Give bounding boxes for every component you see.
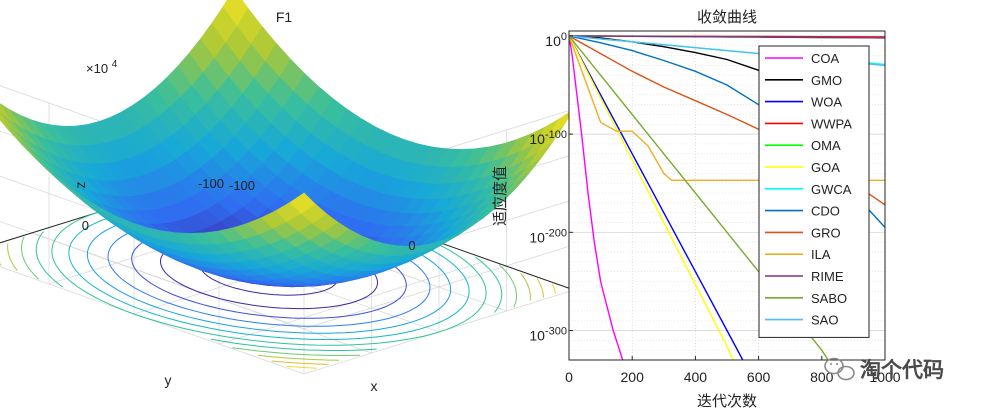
y-tick-base: 10 [529, 229, 545, 245]
y-axis-label-fitness: 适应度值 [491, 166, 509, 226]
legend-label-coa: COA [811, 51, 840, 66]
legend-label-sao: SAO [811, 313, 838, 328]
y-tick-label: 10-300 [529, 326, 567, 344]
x-tick-label: 600 [747, 369, 771, 385]
x-tick-label: 800 [810, 369, 834, 385]
legend-label-gmo: GMO [811, 73, 842, 88]
z-axis-label: z [72, 182, 88, 189]
y-axis-label: y [165, 372, 172, 388]
x-tick-label: 0 [408, 238, 415, 253]
legend-label-wwpa: WWPA [811, 116, 852, 131]
y-tick-base: 10 [529, 131, 545, 147]
y-tick-base: 10 [545, 33, 561, 49]
y-tick-exponent: -100 [545, 129, 567, 141]
y-tick-exponent: -200 [545, 227, 567, 239]
legend-label-cdo: CDO [811, 204, 840, 219]
x-axis-label: x [371, 378, 378, 394]
legend-label-sabo: SABO [811, 291, 847, 306]
surface-mesh [0, 0, 574, 287]
x-tick-label: 400 [684, 369, 708, 385]
y-tick-label: -100 [198, 176, 224, 191]
y-tick-exponent: 0 [561, 31, 567, 43]
legend-label-gro: GRO [811, 225, 841, 240]
z-axis-exponent-base: ×10 [86, 61, 108, 76]
y-tick-label: 10-200 [529, 227, 567, 245]
x-tick-label: -100 [229, 178, 255, 193]
x-tick-label: 200 [621, 369, 645, 385]
y-tick-exponent: -300 [545, 326, 567, 338]
legend-label-gwca: GWCA [811, 182, 852, 197]
legend-label-oma: OMA [811, 138, 841, 153]
figure-canvas: 00.511.52-1000100-1000100 F1 ×10 4 z y x… [0, 0, 1000, 413]
surface-chart-title: F1 [276, 9, 293, 25]
y-tick-label: 100 [545, 31, 567, 49]
x-tick-label: 0 [565, 369, 573, 385]
legend-label-goa: GOA [811, 160, 840, 175]
z-axis-exponent-power: 4 [112, 59, 118, 70]
watermark: 淘个代码 [825, 358, 944, 382]
legend: COA GMO WOA WWPA OMA GOA GWCA CDO GRO ILA RIME SABO… [759, 46, 869, 337]
watermark-text: 淘个代码 [860, 358, 944, 382]
z-axis-exponent-label: ×10 4 [86, 59, 118, 76]
legend-label-ila: ILA [811, 247, 831, 262]
convergence-chart-title: 收敛曲线 [697, 8, 757, 26]
legend-label-rime: RIME [811, 269, 844, 284]
y-tick-base: 10 [529, 328, 545, 344]
y-tick-label: 0 [82, 218, 89, 233]
legend-label-woa: WOA [811, 95, 842, 110]
x-axis-label-iterations: 迭代次数 [697, 392, 757, 410]
